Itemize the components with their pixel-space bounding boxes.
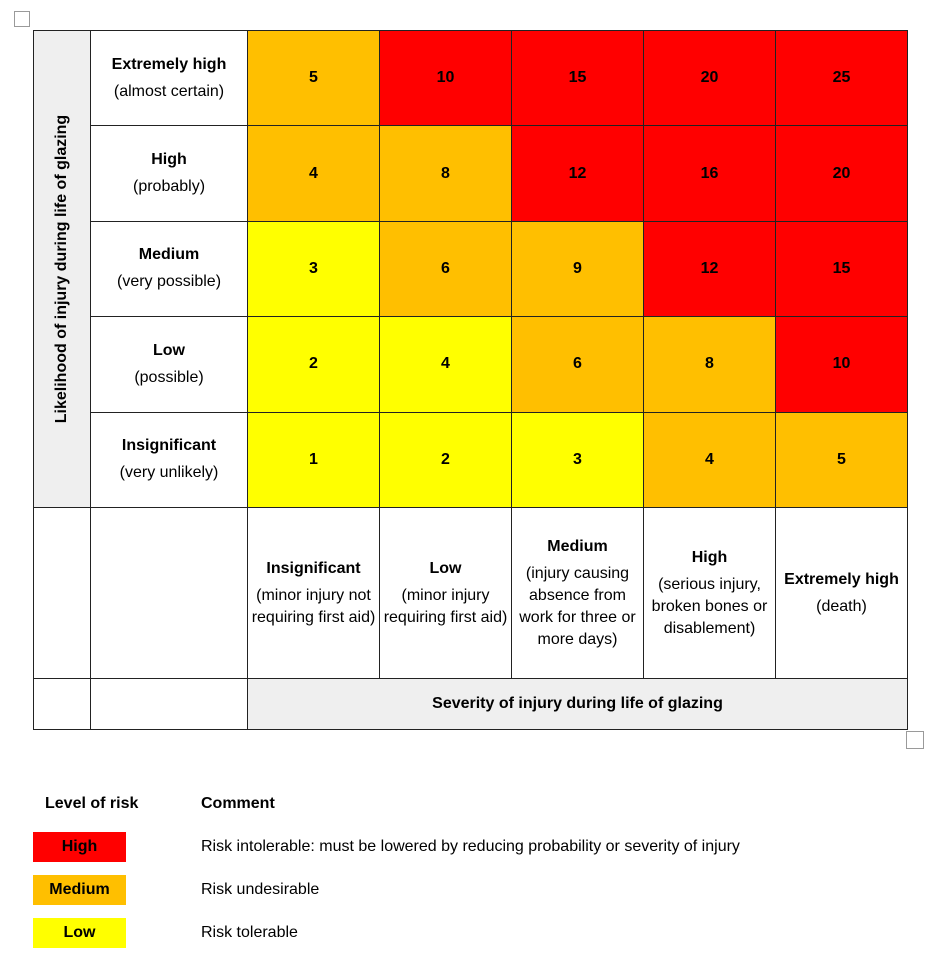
- severity-subtitle: (injury causing absence from work for th…: [519, 564, 636, 648]
- likelihood-label-cell: Medium (very possible): [90, 220, 248, 318]
- severity-label-cell: Insignificant (minor injury not requirin…: [247, 507, 380, 679]
- likelihood-row: Low (possible) 2 4 6 8 10: [34, 316, 908, 413]
- severity-label-cell: Extremely high (death): [775, 507, 908, 679]
- legend-comment-high: Risk intolerable: must be lowered by red…: [201, 838, 740, 855]
- empty-cell: [33, 507, 91, 679]
- risk-score-cell: 3: [511, 411, 644, 509]
- risk-score-cell: 6: [511, 316, 644, 413]
- severity-title: Insignificant: [266, 559, 361, 577]
- risk-score-cell: 15: [775, 220, 908, 318]
- likelihood-subtitle: (probably): [132, 178, 206, 196]
- legend-comment-low: Risk tolerable: [201, 924, 298, 941]
- risk-score-cell: 10: [379, 29, 512, 127]
- likelihood-subtitle: (very unlikely): [119, 464, 219, 482]
- risk-score-cell: 25: [775, 29, 908, 127]
- risk-score-cell: 4: [247, 125, 380, 222]
- likelihood-label-cell: Low (possible): [90, 316, 248, 413]
- risk-score-cell: 8: [379, 125, 512, 222]
- likelihood-label-cell: High (probably): [90, 125, 248, 222]
- x-axis-label: Severity of injury during life of glazin…: [247, 678, 908, 730]
- severity-label-cell: Medium (injury causing absence from work…: [511, 507, 644, 679]
- risk-score-cell: 9: [511, 220, 644, 318]
- severity-title: Extremely high: [784, 570, 899, 588]
- risk-matrix-body: Likelihood of injury during life of glaz…: [33, 29, 908, 730]
- y-axis-label: Likelihood of injury during life of glaz…: [53, 114, 70, 424]
- x-axis-row: Severity of injury during life of glazin…: [33, 678, 908, 730]
- legend-swatch-high: High: [33, 832, 126, 862]
- empty-cell: [90, 507, 248, 679]
- severity-subtitle: (death): [816, 597, 867, 615]
- severity-label-cell: High (serious injury, broken bones or di…: [643, 507, 776, 679]
- risk-score-cell: 12: [511, 125, 644, 222]
- legend-swatch-low: Low: [33, 918, 126, 948]
- likelihood-title: Extremely high: [111, 55, 227, 73]
- likelihood-row: High (probably) 4 8 12 16 20: [34, 125, 908, 222]
- risk-score-cell: 6: [379, 220, 512, 318]
- legend-comment-header: Comment: [201, 795, 275, 812]
- severity-label-cell: Low (minor injury requiring first aid): [379, 507, 512, 679]
- likelihood-row: Likelihood of injury during life of glaz…: [33, 29, 908, 508]
- severity-title: High: [691, 548, 728, 566]
- likelihood-subtitle: (possible): [134, 368, 204, 386]
- risk-score-cell: 20: [643, 29, 776, 127]
- severity-subtitle: (minor injury not requiring first aid): [251, 586, 376, 626]
- risk-score-cell: 12: [643, 220, 776, 318]
- legend-comment-medium: Risk undesirable: [201, 881, 320, 898]
- risk-score-cell: 2: [247, 316, 380, 413]
- likelihood-row: Medium (very possible) 3 6 9 12 15: [34, 220, 908, 318]
- severity-subtitle: (minor injury requiring first aid): [383, 586, 508, 626]
- severity-subtitle: (serious injury, broken bones or disable…: [651, 575, 768, 637]
- risk-score-cell: 8: [643, 316, 776, 413]
- y-axis-label-cell: Likelihood of injury during life of glaz…: [33, 30, 91, 508]
- likelihood-title: Insignificant: [121, 437, 217, 455]
- likelihood-title: Low: [153, 341, 185, 359]
- risk-score-cell: 5: [775, 411, 908, 509]
- severity-title: Low: [429, 559, 462, 577]
- likelihood-label-cell: Extremely high (almost certain): [90, 29, 248, 127]
- risk-score-cell: 3: [247, 220, 380, 318]
- legend-swatch-medium: Medium: [33, 875, 126, 905]
- risk-score-cell: 2: [379, 411, 512, 509]
- empty-cell: [33, 678, 91, 730]
- likelihood-label-cell: Insignificant (very unlikely): [90, 411, 248, 509]
- likelihood-title: High: [151, 151, 187, 169]
- severity-header-row: Insignificant (minor injury not requirin…: [33, 507, 908, 679]
- severity-title: Medium: [547, 537, 608, 555]
- legend-level-header: Level of risk: [45, 795, 139, 812]
- risk-score-cell: 4: [643, 411, 776, 509]
- likelihood-row: Insignificant (very unlikely) 1 2 3 4 5: [34, 411, 908, 509]
- table-resize-handle-icon[interactable]: [906, 731, 924, 749]
- likelihood-title: Medium: [138, 246, 200, 264]
- risk-score-cell: 4: [379, 316, 512, 413]
- likelihood-subtitle: (very possible): [116, 273, 222, 291]
- risk-score-cell: 1: [247, 411, 380, 509]
- risk-matrix-table: Likelihood of injury during life of glaz…: [33, 29, 908, 730]
- risk-score-cell: 20: [775, 125, 908, 222]
- likelihood-subtitle: (almost certain): [113, 82, 225, 100]
- table-move-handle-icon[interactable]: [14, 11, 30, 27]
- risk-score-cell: 15: [511, 29, 644, 127]
- risk-score-cell: 5: [247, 29, 380, 127]
- empty-cell: [90, 678, 248, 730]
- risk-score-cell: 10: [775, 316, 908, 413]
- risk-score-cell: 16: [643, 125, 776, 222]
